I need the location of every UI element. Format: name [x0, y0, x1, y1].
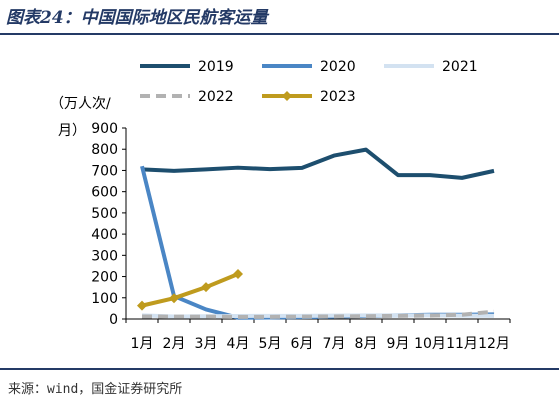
legend-label-2023: 2023 — [320, 89, 356, 105]
data-point-2023 — [169, 293, 179, 304]
y-axis: 0 100 200 300 400 500 600 700 800 900 — [91, 121, 127, 328]
y-tick-label: 500 — [91, 206, 118, 222]
x-tick-label: 1月 — [131, 336, 154, 352]
source-note: 来源：wind，国金证券研究所 — [8, 382, 183, 397]
x-tick-label: 12月 — [478, 336, 510, 352]
y-axis-label-line2: 月） — [58, 123, 86, 139]
legend-label-2019: 2019 — [198, 59, 234, 75]
y-tick-label: 200 — [91, 270, 118, 286]
x-axis: 1月 2月 3月 4月 5月 6月 7月 8月 9月 10月 11月 12月 — [125, 318, 511, 352]
y-tick-label: 700 — [91, 163, 118, 179]
legend-label-2021: 2021 — [442, 59, 478, 75]
x-tick-label: 7月 — [323, 336, 346, 352]
series-line-2023 — [141, 272, 239, 308]
x-tick-label: 5月 — [259, 336, 282, 352]
x-tick-label: 9月 — [387, 336, 410, 352]
x-tick-label: 2月 — [163, 336, 186, 352]
legend-marker-2023 — [282, 91, 292, 101]
source-divider — [0, 368, 559, 370]
legend-label-2022: 2022 — [198, 89, 234, 105]
legend-label-2020: 2020 — [320, 59, 356, 75]
y-tick-label: 0 — [109, 312, 118, 328]
data-point-2023 — [201, 282, 211, 293]
x-tick-label: 3月 — [195, 336, 218, 352]
series-line-2020 — [140, 165, 495, 320]
x-tick-label: 11月 — [446, 336, 478, 352]
y-tick-label: 100 — [91, 291, 118, 307]
y-tick-label: 600 — [91, 185, 118, 201]
series-line-2022 — [141, 309, 495, 319]
y-tick-label: 800 — [91, 142, 118, 158]
series-line-2019 — [141, 147, 495, 180]
y-axis-label-line1: （万人次/ — [50, 96, 111, 112]
x-tick-label: 10月 — [414, 336, 446, 352]
chart-title: 图表24：中国国际地区民航客运量 — [6, 8, 268, 28]
x-tick-label: 4月 — [227, 336, 250, 352]
y-tick-label: 300 — [91, 248, 118, 264]
legend: 2019 2020 2021 2022 2023 — [140, 59, 478, 105]
data-point-2023 — [233, 269, 243, 280]
title-divider — [0, 33, 559, 35]
series-group — [137, 147, 495, 320]
data-point-2023 — [137, 300, 147, 311]
x-tick-label: 8月 — [355, 336, 378, 352]
y-tick-label: 400 — [91, 227, 118, 243]
y-tick-label: 900 — [91, 121, 118, 137]
x-tick-label: 6月 — [291, 336, 314, 352]
